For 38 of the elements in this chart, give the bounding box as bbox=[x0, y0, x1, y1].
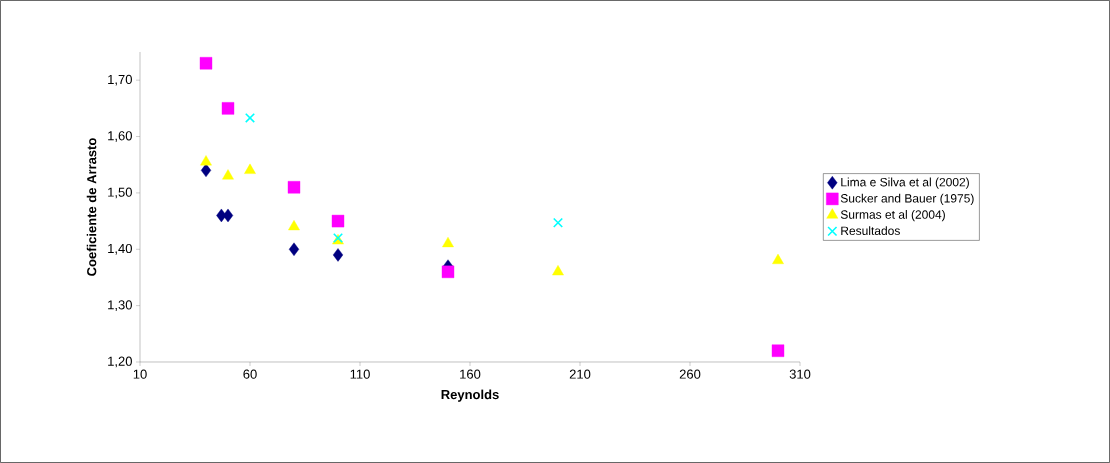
point bbox=[552, 217, 564, 228]
legend-label: Lima e Silva et al (2002) bbox=[841, 177, 969, 189]
point bbox=[771, 344, 785, 357]
y-tick-label: 1,70 bbox=[108, 74, 132, 86]
x-tick-label: 160 bbox=[460, 369, 481, 379]
y-tick-label: 1,60 bbox=[108, 131, 132, 142]
point bbox=[221, 102, 235, 115]
legend-label: Resultados bbox=[841, 226, 900, 235]
point bbox=[441, 265, 455, 279]
point bbox=[222, 208, 234, 223]
x-tick-label: 260 bbox=[679, 369, 701, 379]
point bbox=[442, 236, 454, 248]
point bbox=[222, 169, 234, 180]
point bbox=[200, 163, 212, 178]
point bbox=[332, 248, 344, 262]
legend-label: Sucker and Bauer (1975) bbox=[840, 193, 974, 205]
point bbox=[772, 253, 784, 264]
legend-label: Surmas et al (2004) bbox=[840, 210, 945, 222]
point bbox=[287, 181, 301, 194]
x-tick-label: 310 bbox=[789, 369, 811, 379]
point bbox=[552, 265, 564, 276]
point bbox=[244, 112, 256, 123]
point bbox=[288, 242, 300, 256]
x-tick-label: 10 bbox=[133, 369, 147, 379]
point bbox=[199, 57, 213, 70]
point bbox=[200, 155, 212, 166]
y-tick-label: 1,20 bbox=[108, 356, 132, 368]
y-tick-label: 1,40 bbox=[108, 243, 132, 255]
point bbox=[244, 163, 256, 174]
y-tick-label: 1,30 bbox=[108, 300, 132, 311]
x-tick-label: 210 bbox=[569, 369, 591, 379]
y-tick-label: 1,50 bbox=[108, 187, 132, 199]
x-axis-title: Reynolds bbox=[441, 389, 499, 402]
y-axis-title: Coeficiente de Arrasto bbox=[86, 138, 97, 276]
x-tick-label: 110 bbox=[350, 369, 370, 379]
point bbox=[288, 220, 300, 231]
point bbox=[331, 214, 345, 228]
x-tick-label: 60 bbox=[243, 369, 257, 379]
